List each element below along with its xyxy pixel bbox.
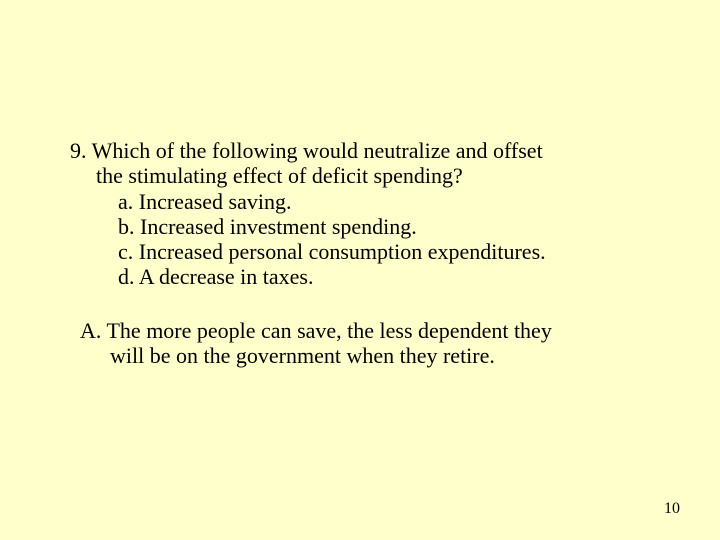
option-c: c. Increased personal consumption expend… — [118, 239, 660, 264]
page-number: 10 — [664, 500, 680, 518]
question-stem-line2: the stimulating effect of deficit spendi… — [96, 163, 463, 188]
option-a: a. Increased saving. — [118, 189, 660, 214]
option-b: b. Increased investment spending. — [118, 214, 660, 239]
answer-line2: will be on the government when they reti… — [110, 343, 495, 368]
option-d: d. A decrease in taxes. — [118, 264, 660, 289]
question-stem-line1: 9. Which of the following would neutrali… — [70, 138, 543, 163]
answer-block: A. The more people can save, the less de… — [80, 318, 660, 369]
answer-line1: A. The more people can save, the less de… — [80, 318, 552, 343]
question-stem: 9. Which of the following would neutrali… — [96, 138, 660, 189]
slide: 9. Which of the following would neutrali… — [0, 0, 720, 540]
question-block: 9. Which of the following would neutrali… — [70, 138, 660, 290]
answer-text: A. The more people can save, the less de… — [110, 318, 660, 369]
